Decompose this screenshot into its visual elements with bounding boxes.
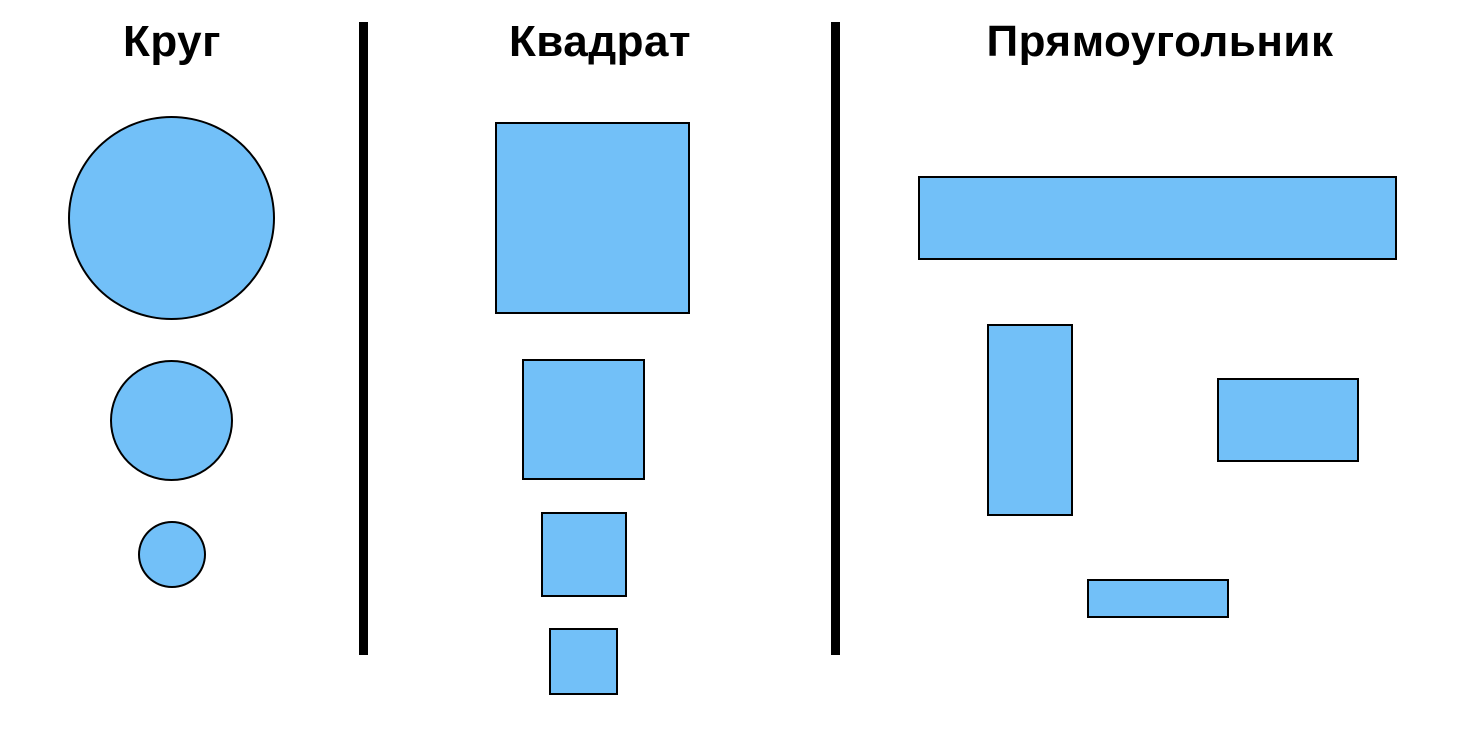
rectangle-wide: [918, 176, 1397, 260]
heading-rectangle: Прямоугольник: [986, 17, 1334, 66]
heading-circle: Круг: [123, 17, 221, 66]
square-large: [495, 122, 690, 314]
divider-left: [359, 22, 368, 655]
rectangle-medium: [1217, 378, 1359, 462]
divider-right: [831, 22, 840, 655]
square-smallest: [549, 628, 618, 695]
circle-medium: [110, 360, 233, 481]
circle-large: [68, 116, 275, 320]
rectangle-tall: [987, 324, 1073, 516]
heading-square: Квадрат: [508, 17, 692, 66]
circle-small: [138, 521, 206, 588]
square-medium: [522, 359, 645, 480]
rectangle-thin: [1087, 579, 1229, 618]
square-small: [541, 512, 627, 597]
